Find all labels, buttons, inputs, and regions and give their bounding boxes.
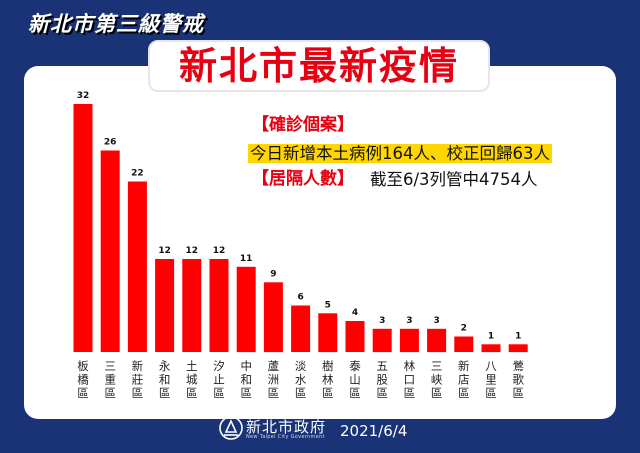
- category-label-三重區-1: 重: [104, 373, 116, 387]
- category-label-五股區-2: 區: [376, 386, 388, 400]
- page-title: 新北市最新疫情: [178, 44, 459, 88]
- category-label-淡水區-0: 淡: [295, 359, 307, 373]
- category-label-新店區-1: 店: [458, 373, 470, 387]
- bar-永和區: [155, 259, 175, 352]
- category-label-三重區-2: 區: [104, 386, 116, 400]
- category-label-新莊區-2: 區: [132, 386, 144, 400]
- bar-中和區: [236, 266, 256, 353]
- category-label-新莊區-1: 莊: [132, 373, 144, 387]
- isolation-text: 截至6/3列管中4754人: [370, 170, 538, 189]
- category-label-林口區-1: 口: [404, 373, 416, 387]
- bar-林口區: [399, 328, 419, 353]
- category-label-泰山區-2: 區: [349, 386, 361, 400]
- category-label-蘆洲區-0: 蘆: [268, 359, 280, 373]
- data-label-三峽區: 3: [433, 316, 439, 326]
- data-label-新店區: 2: [461, 324, 467, 334]
- category-label-土城區-1: 城: [186, 373, 198, 387]
- bar-板橋區: [73, 104, 93, 352]
- data-label-八里區: 1: [488, 331, 494, 341]
- category-label-新店區-2: 區: [458, 386, 470, 400]
- data-label-板橋區: 32: [77, 91, 90, 101]
- data-label-泰山區: 4: [352, 308, 358, 318]
- bar-土城區: [182, 259, 202, 352]
- alert-level-heading: 新北市第三級警戒: [28, 12, 204, 36]
- bar-蘆洲區: [263, 282, 283, 353]
- bar-新莊區: [127, 181, 147, 352]
- category-label-中和區-0: 中: [240, 359, 252, 373]
- bar-樹林區: [318, 313, 338, 353]
- category-label-汐止區-2: 區: [213, 386, 225, 400]
- category-label-泰山區-0: 泰: [349, 359, 361, 373]
- category-label-汐止區-1: 止: [213, 373, 225, 387]
- category-label-淡水區-1: 水: [295, 373, 307, 387]
- data-label-蘆洲區: 9: [270, 269, 276, 279]
- category-label-永和區-0: 永: [159, 359, 171, 373]
- confirmed-text: 今日新增本土病例164人、校正回歸63人: [248, 140, 552, 164]
- org-name: 新北市政府: [246, 418, 327, 436]
- data-label-林口區: 3: [406, 316, 412, 326]
- bar-三重區: [100, 150, 120, 352]
- category-label-林口區-2: 區: [404, 386, 416, 400]
- data-label-土城區: 12: [186, 246, 199, 256]
- data-label-淡水區: 6: [297, 293, 303, 303]
- category-label-三峽區-1: 峽: [431, 373, 443, 387]
- category-label-五股區-0: 五: [376, 359, 388, 373]
- chart-panel: [24, 66, 616, 419]
- bar-三峽區: [427, 328, 447, 353]
- category-label-五股區-1: 股: [376, 373, 388, 387]
- category-label-土城區-2: 區: [186, 386, 198, 400]
- bar-五股區: [372, 328, 392, 353]
- category-label-八里區-0: 八: [485, 359, 497, 373]
- org-name-en: New Taipei City Government: [246, 434, 325, 440]
- category-label-板橋區-1: 橋: [77, 373, 89, 387]
- bar-鶯歌區: [508, 344, 528, 353]
- category-label-八里區-2: 區: [485, 386, 497, 400]
- category-label-樹林區-0: 樹: [322, 359, 334, 373]
- category-label-蘆洲區-1: 洲: [268, 373, 280, 387]
- category-label-板橋區-2: 區: [77, 386, 89, 400]
- data-label-鶯歌區: 1: [515, 331, 521, 341]
- category-label-永和區-2: 區: [159, 386, 171, 400]
- category-label-新店區-0: 新: [458, 359, 470, 373]
- title-box: [148, 40, 490, 92]
- category-label-三峽區-0: 三: [431, 359, 443, 373]
- category-label-泰山區-1: 山: [349, 373, 361, 387]
- category-label-板橋區-0: 板: [77, 359, 89, 373]
- category-label-中和區-2: 區: [240, 386, 252, 400]
- category-label-中和區-1: 和: [240, 373, 252, 387]
- data-label-中和區: 11: [240, 254, 253, 264]
- data-label-五股區: 3: [379, 316, 385, 326]
- category-label-汐止區-0: 汐: [213, 359, 225, 373]
- data-label-新莊區: 22: [131, 169, 144, 179]
- data-label-三重區: 26: [104, 138, 117, 148]
- category-label-林口區-0: 林: [404, 359, 416, 373]
- category-label-土城區-0: 土: [186, 359, 198, 373]
- data-label-汐止區: 12: [213, 246, 226, 256]
- data-label-樹林區: 5: [325, 300, 331, 310]
- city-logo-icon: [219, 416, 243, 440]
- bar-汐止區: [209, 259, 229, 352]
- category-label-永和區-1: 和: [159, 373, 171, 387]
- report-date: 2021/6/4: [340, 422, 408, 440]
- bar-淡水區: [291, 305, 311, 352]
- category-label-鶯歌區-2: 區: [512, 386, 524, 400]
- bar-泰山區: [345, 321, 365, 352]
- category-label-三重區-0: 三: [104, 359, 116, 373]
- category-label-新莊區-0: 新: [132, 359, 144, 373]
- category-label-三峽區-2: 區: [431, 386, 443, 400]
- category-label-鶯歌區-1: 歌: [512, 373, 524, 387]
- category-label-樹林區-2: 區: [322, 386, 334, 400]
- confirmed-heading: 【確診個案】: [252, 115, 354, 135]
- bar-新店區: [454, 336, 474, 352]
- category-label-鶯歌區-0: 鶯: [512, 359, 524, 373]
- category-label-樹林區-1: 林: [322, 373, 334, 387]
- category-label-淡水區-2: 區: [295, 386, 307, 400]
- isolation-heading: 【居隔人數】: [252, 169, 354, 189]
- category-label-蘆洲區-2: 區: [268, 386, 280, 400]
- category-label-八里區-1: 里: [485, 373, 497, 387]
- data-label-永和區: 12: [158, 246, 171, 256]
- bar-八里區: [481, 344, 501, 353]
- confirmed-text-highlight: 今日新增本土病例164人、校正回歸63人: [248, 144, 552, 163]
